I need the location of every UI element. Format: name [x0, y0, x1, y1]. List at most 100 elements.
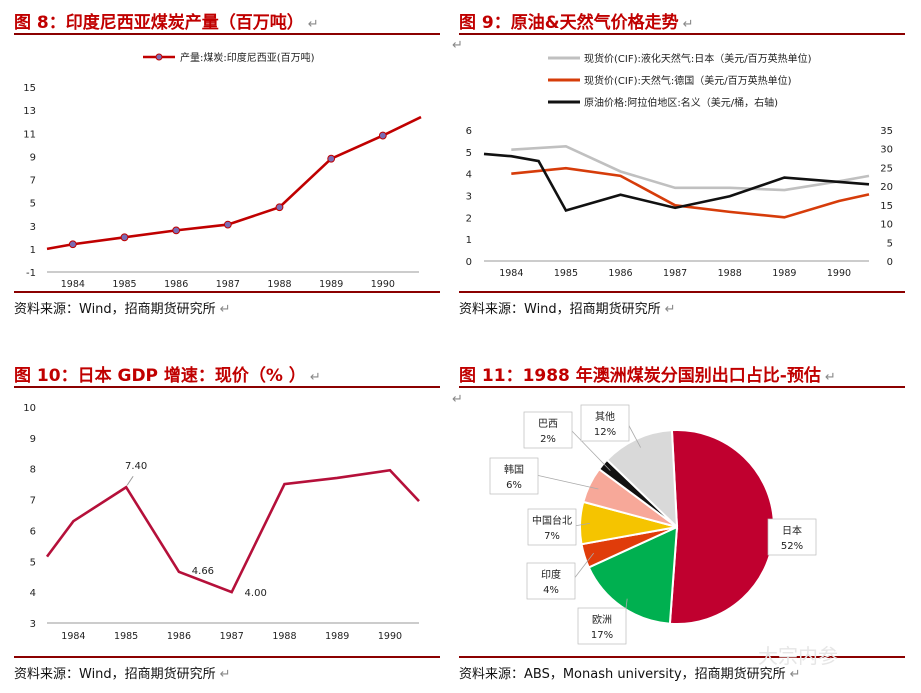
x-tick-label: 1988: [272, 631, 296, 642]
return-mark: ↵: [309, 370, 321, 385]
x-tick-label: 1984: [61, 279, 85, 290]
y-tick-label: 7: [30, 496, 36, 507]
x-tick-label: 1984: [61, 631, 85, 642]
data-label: 4.00: [245, 588, 267, 599]
title-rule: [459, 386, 905, 388]
x-tick-label: 1990: [827, 268, 851, 279]
return-mark: ↵: [452, 392, 463, 407]
source-text: 资料来源：Wind，招商期货研究所: [14, 667, 216, 682]
fig9-title-text: 图 9：原油&天然气价格走势: [459, 13, 679, 33]
data-point: [172, 226, 181, 235]
legend-label: 原油价格:阿拉伯地区:名义（美元/桶，右轴): [584, 96, 778, 109]
y-tick-label: 13: [23, 106, 36, 117]
pie-slice-0: [668, 429, 775, 625]
title-rule: [14, 33, 440, 35]
data-label: 4.66: [192, 566, 214, 577]
y-right-tick-label: 35: [880, 126, 893, 137]
y-right-tick-label: 25: [880, 163, 893, 174]
series-line-2: [483, 152, 870, 213]
x-tick-label: 1987: [663, 268, 687, 279]
pie-label-name: 日本: [782, 524, 802, 537]
y-tick-label: 11: [23, 129, 36, 140]
legend-marker: [155, 53, 163, 61]
pie-label-value: 7%: [544, 531, 560, 542]
y-tick-label: 8: [30, 465, 36, 476]
pie-leader-line: [569, 428, 611, 471]
watermark-text: 大宗内参: [758, 644, 838, 668]
data-point: [120, 233, 129, 242]
chart-title-fig9: 图 9：原油&天然气价格走势 ↵: [459, 8, 693, 33]
x-tick-label: 1988: [718, 268, 742, 279]
x-tick-label: 1989: [319, 279, 343, 290]
x-tick-label: 1988: [267, 279, 291, 290]
legend-label: 现货价(CIF):天然气:德国（美元/百万英热单位): [584, 74, 792, 87]
data-point: [223, 220, 232, 229]
y-tick-label: 7: [30, 176, 36, 187]
return-mark: ↵: [452, 38, 463, 53]
x-tick-label: 1985: [554, 268, 578, 279]
y-right-tick-label: 10: [880, 220, 893, 231]
data-point: [275, 203, 284, 212]
return-mark: ↵: [307, 17, 319, 32]
source-rule: [14, 291, 440, 293]
fig11-title-text: 图 11：1988 年澳洲煤炭分国别出口占比-预估: [459, 366, 821, 386]
pie-label-box: [577, 607, 627, 645]
pie-label-value: 12%: [594, 427, 616, 438]
y-left-tick-label: 5: [466, 148, 472, 159]
y-right-tick-label: 0: [887, 257, 893, 268]
y-tick-label: 15: [23, 83, 36, 94]
chart-title-fig10: 图 10：日本 GDP 增速：现价（% ） ↵: [14, 361, 321, 386]
pie-label-name: 其他: [595, 410, 615, 423]
source-text: 资料来源：Wind，招商期货研究所: [459, 302, 661, 317]
fig8-title-text: 图 8：印度尼西亚煤炭产量（百万吨）: [14, 13, 304, 33]
y-tick-label: 6: [30, 526, 36, 537]
return-mark: ↵: [219, 667, 231, 682]
pie-label-name: 中国台北: [532, 514, 572, 527]
y-tick-label: 5: [30, 199, 36, 210]
x-tick-label: 1985: [114, 631, 138, 642]
y-right-tick-label: 15: [880, 201, 893, 212]
source-text: 资料来源：Wind，招商期货研究所: [14, 302, 216, 317]
source-fig10: 资料来源：Wind，招商期货研究所 ↵: [14, 663, 231, 682]
chart-fig11: 日本 52% 欧洲 17% 印度 4% 中国台北 7% 韩国 6% 巴西 2% 其他 12%: [489, 404, 817, 645]
pie-label-box: [580, 404, 630, 442]
y-tick-label: 10: [23, 403, 36, 414]
series-line-0: [511, 145, 870, 192]
data-point: [68, 240, 77, 249]
pie-label-box: [523, 411, 573, 449]
y-tick-label: 5: [30, 557, 36, 568]
pie-label-box: [767, 518, 817, 556]
return-mark: ↵: [219, 302, 231, 317]
chart-title-fig8: 图 8：印度尼西亚煤炭产量（百万吨） ↵: [14, 8, 319, 33]
x-tick-label: 1984: [499, 268, 523, 279]
x-tick-label: 1986: [164, 279, 188, 290]
pie-label-name: 欧洲: [592, 614, 612, 626]
pie-label-value: 17%: [591, 630, 613, 641]
pie-leader-line: [535, 474, 599, 490]
chart-fig8: 15 13 11 9 7 5 3 1 -1 1984 1985 1986 1987 1988 1989 199…: [23, 51, 422, 290]
pie-slice-1: [587, 525, 679, 625]
x-tick-label: 1986: [608, 268, 632, 279]
x-tick-label: 1989: [325, 631, 349, 642]
data-point: [327, 154, 336, 163]
pie-label-name: 韩国: [504, 463, 524, 476]
source-fig9: 资料来源：Wind，招商期货研究所 ↵: [459, 298, 676, 317]
chart-fig10: 10 9 8 7 6 5 4 3 1984 1985 1986 1987 1988 1989 1990 7.4…: [23, 403, 420, 642]
series-line-gdp-growth: [45, 468, 420, 594]
pie-slice-6: [605, 429, 679, 530]
x-tick-label: 1990: [371, 279, 395, 290]
title-rule: [14, 386, 440, 388]
pie-label-box: [527, 508, 577, 546]
return-mark: ↵: [789, 667, 801, 682]
chart-title-fig11: 图 11：1988 年澳洲煤炭分国别出口占比-预估 ↵: [459, 361, 836, 386]
y-tick-label: 3: [30, 619, 36, 630]
data-label-leader: [126, 475, 134, 486]
x-tick-label: 1987: [220, 631, 244, 642]
source-fig11: 资料来源：ABS，Monash university，招商期货研究所 ↵: [459, 663, 801, 682]
y-left-tick-label: 1: [466, 235, 472, 246]
source-rule: [459, 656, 905, 658]
source-fig8: 资料来源：Wind，招商期货研究所 ↵: [14, 298, 231, 317]
pie-leader-line: [572, 552, 595, 581]
y-tick-label: 3: [30, 222, 36, 233]
source-text: 资料来源：ABS，Monash university，招商期货研究所: [459, 667, 786, 682]
